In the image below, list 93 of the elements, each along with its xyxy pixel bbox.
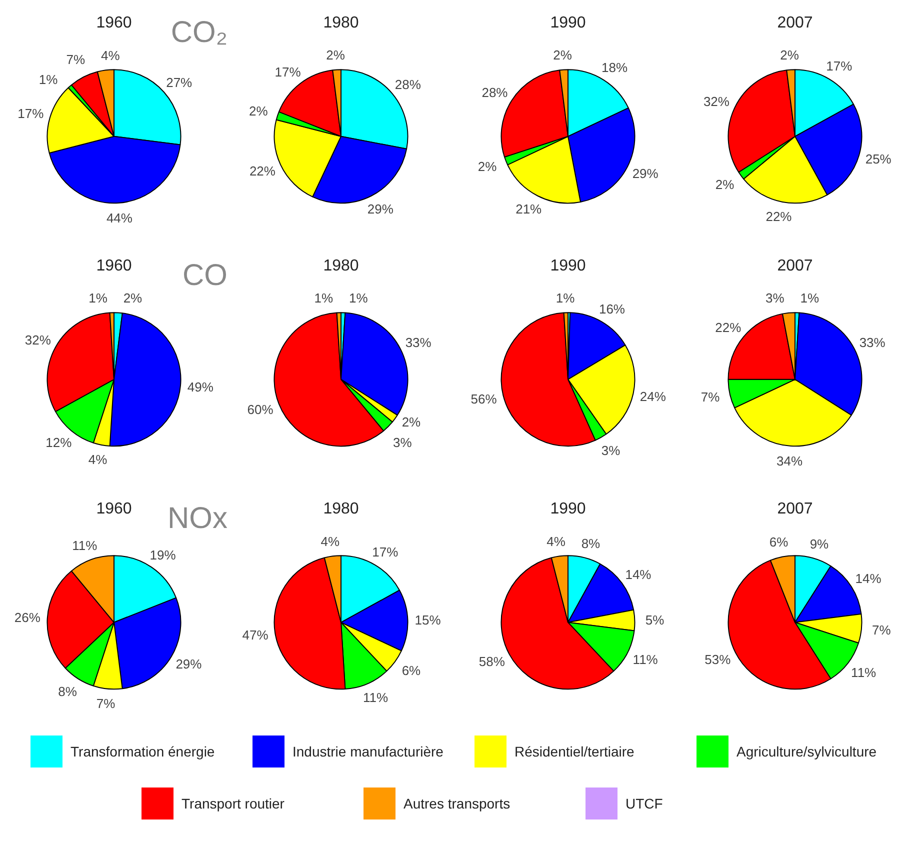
data-label: 11% xyxy=(362,690,388,705)
data-label: 1% xyxy=(314,290,334,306)
data-label: 17% xyxy=(274,64,302,80)
legend-label: UTCF xyxy=(626,796,663,812)
data-label: 1% xyxy=(556,290,576,306)
data-label: 14% xyxy=(855,571,882,586)
data-label: 9% xyxy=(810,536,830,552)
data-label: 22% xyxy=(249,164,276,179)
chart-title: 1960 xyxy=(96,14,132,32)
data-label: 8% xyxy=(581,536,601,551)
legend-label: Industrie manufacturière xyxy=(292,744,444,760)
data-label: 4% xyxy=(320,534,340,549)
data-label: 2% xyxy=(780,47,800,62)
data-label: 7% xyxy=(66,52,86,67)
data-label: 33% xyxy=(405,334,432,350)
data-label: 11% xyxy=(72,538,98,554)
data-label: 1% xyxy=(348,290,368,306)
chart-title: 1990 xyxy=(550,500,586,518)
data-label: 58% xyxy=(478,654,506,670)
data-label: 1% xyxy=(800,290,820,306)
data-label: 7% xyxy=(96,696,116,712)
data-label: 4% xyxy=(546,534,566,549)
data-label: 2% xyxy=(715,176,735,192)
data-label: 8% xyxy=(58,684,78,699)
data-label: 6% xyxy=(769,534,789,550)
data-label: 3% xyxy=(392,434,412,450)
legend-label: Résidentiel/tertiaire xyxy=(514,744,635,760)
legend-label: Transformation énergie xyxy=(70,744,215,760)
chart-title: 2007 xyxy=(777,500,813,518)
data-label: 11% xyxy=(851,664,877,680)
data-label: 24% xyxy=(640,388,666,404)
data-label: 15% xyxy=(414,612,442,628)
legend-label: Agriculture/sylviculture xyxy=(736,744,877,760)
data-label: 22% xyxy=(766,209,792,224)
chart-title: 1980 xyxy=(323,500,359,518)
data-label: 4% xyxy=(88,452,108,468)
chart-subtitle: CO₂ xyxy=(170,16,228,50)
data-label: 27% xyxy=(166,74,193,90)
data-label: 47% xyxy=(242,628,269,643)
data-label: 14% xyxy=(625,566,652,582)
data-label: 5% xyxy=(645,612,665,628)
data-label: 17% xyxy=(18,106,44,122)
data-label: 56% xyxy=(470,391,498,406)
chart-title: 1990 xyxy=(550,14,586,32)
data-label: 18% xyxy=(601,60,628,75)
data-label: 7% xyxy=(700,390,720,405)
data-label: 33% xyxy=(859,334,886,350)
chart-title: 1980 xyxy=(323,257,359,274)
data-label: 2% xyxy=(553,47,572,62)
data-label: 3% xyxy=(601,442,621,458)
data-label: 26% xyxy=(14,610,41,625)
data-label: 22% xyxy=(715,320,742,335)
data-label: 11% xyxy=(632,652,658,667)
data-label: 25% xyxy=(865,152,892,167)
data-label: 16% xyxy=(598,301,626,316)
data-label: 2% xyxy=(249,104,268,119)
data-label: 2% xyxy=(123,290,143,306)
chart-title: 1980 xyxy=(323,14,359,32)
chart-subtitle: NOx xyxy=(168,502,228,536)
data-label: 17% xyxy=(826,58,853,74)
data-label: 44% xyxy=(106,210,133,226)
legend-label: Transport routier xyxy=(182,796,285,812)
data-label: 28% xyxy=(482,85,508,100)
data-label: 3% xyxy=(766,290,785,306)
data-label: 17% xyxy=(372,544,399,560)
data-label: 6% xyxy=(402,662,422,678)
data-label: 19% xyxy=(150,547,176,562)
data-label: 60% xyxy=(247,402,274,417)
data-label: 28% xyxy=(394,76,422,92)
data-label: 29% xyxy=(367,202,394,217)
data-label: 12% xyxy=(46,434,72,450)
chart-subtitle: CO xyxy=(182,259,228,292)
data-label: 2% xyxy=(478,158,498,174)
data-label: 2% xyxy=(402,414,422,430)
data-label: 2% xyxy=(326,47,346,62)
data-label: 32% xyxy=(703,94,730,110)
data-label: 29% xyxy=(632,166,659,181)
data-label: 32% xyxy=(24,332,52,348)
data-label: 1% xyxy=(38,72,58,87)
text: 1960 xyxy=(96,257,132,274)
data-label: 21% xyxy=(516,202,542,217)
chart-title: 2007 xyxy=(777,257,813,274)
chart-title: 2007 xyxy=(777,14,813,32)
data-label: 53% xyxy=(704,652,732,667)
data-label: 29% xyxy=(176,656,202,672)
text: 1960 xyxy=(96,500,132,518)
data-label: 1% xyxy=(88,290,108,306)
data-label: 34% xyxy=(776,453,803,468)
data-label: 7% xyxy=(872,622,892,638)
data-label: 4% xyxy=(101,48,120,63)
data-label: 49% xyxy=(187,380,214,395)
chart-title: 1990 xyxy=(550,257,586,274)
legend-label: Autres transports xyxy=(404,796,510,812)
